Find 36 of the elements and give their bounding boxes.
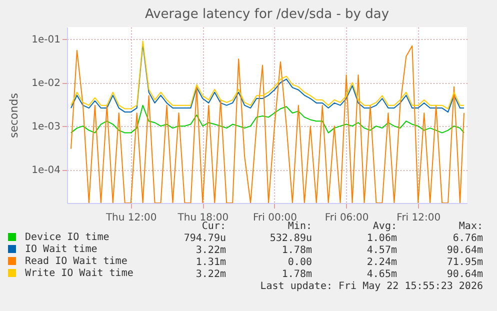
text: Last update: Fri May 22 15:55:23 2026 (260, 281, 483, 293)
y-tick-label: 1e-02 (32, 78, 60, 90)
y-tick-label: 1e-04 (32, 165, 60, 176)
text: 4.65m (366, 269, 397, 281)
text: Cur: (202, 221, 226, 233)
text: 4.57m (366, 245, 397, 257)
text: 90.64m (446, 245, 483, 257)
text: 2.24m (366, 257, 397, 269)
y-tick-label: 1e-03 (32, 122, 60, 133)
text: 90.64m (446, 269, 483, 281)
text: 532.89u (270, 233, 312, 245)
y-tick-label: 1e-01 (32, 34, 60, 46)
chart-title: Average latency for /dev/sda - by day (144, 7, 390, 22)
text: 1.78m (282, 269, 312, 281)
line-series (70, 104, 465, 134)
x-tick-label: Fri 06:00 (324, 212, 369, 224)
text: 1.06m (366, 233, 397, 245)
text: Max: (458, 221, 483, 233)
text: 794.79u (184, 233, 226, 245)
legend-label: Read IO Wait time (25, 256, 128, 267)
y-axis-title: seconds (8, 92, 21, 138)
text: 0.00 (288, 257, 312, 269)
text: 71.95m (446, 257, 483, 269)
text: 3.22m (196, 245, 226, 257)
x-tick-label: Fri 12:00 (396, 212, 441, 224)
text: 1.78m (282, 245, 312, 257)
legend-label: Write IO Wait time (25, 268, 134, 279)
text: Avg: (372, 221, 397, 233)
text: 1.31m (196, 257, 226, 269)
text: 3.22m (196, 269, 226, 281)
legend-label: IO Wait time (25, 244, 98, 255)
text: Min: (288, 221, 312, 233)
x-tick-label: Thu 12:00 (104, 212, 157, 224)
text: 6.76m (452, 233, 483, 245)
line-series (70, 45, 465, 203)
legend-label: Device IO time (25, 232, 110, 243)
